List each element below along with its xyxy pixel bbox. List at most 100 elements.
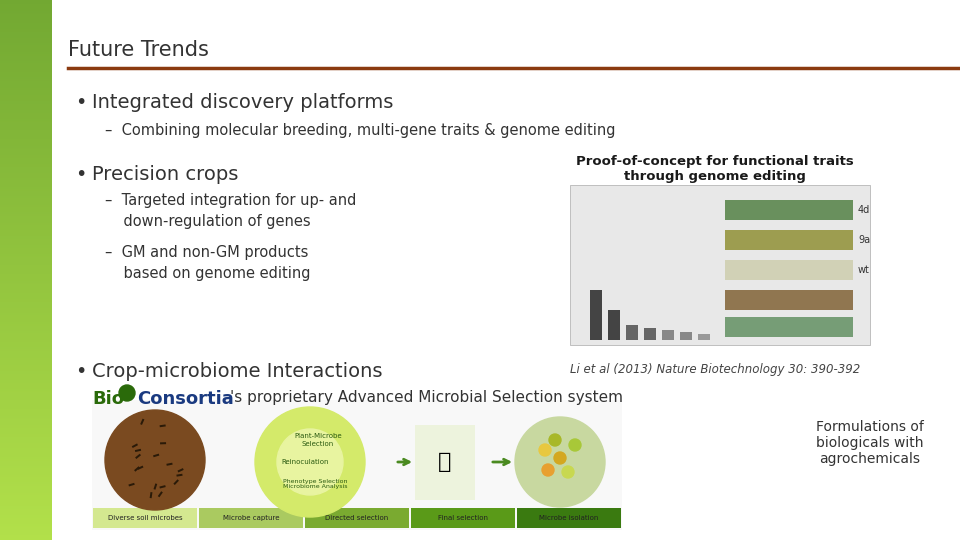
Bar xyxy=(0,344,52,346)
Bar xyxy=(0,180,52,182)
Bar xyxy=(0,313,52,315)
Bar xyxy=(0,184,52,185)
Bar xyxy=(0,488,52,490)
Bar xyxy=(0,209,52,211)
Bar xyxy=(0,258,52,259)
Bar xyxy=(0,412,52,414)
Bar xyxy=(93,508,197,528)
Bar xyxy=(0,509,52,511)
Bar xyxy=(134,449,141,452)
Bar xyxy=(0,358,52,360)
Bar xyxy=(0,355,52,356)
Bar xyxy=(0,497,52,498)
Bar xyxy=(0,367,52,369)
Bar xyxy=(0,373,52,374)
Bar xyxy=(0,501,52,502)
Bar xyxy=(0,315,52,317)
Bar xyxy=(0,504,52,506)
Bar xyxy=(0,383,52,385)
Bar xyxy=(0,150,52,151)
Bar xyxy=(0,223,52,225)
Bar xyxy=(0,515,52,517)
Bar xyxy=(0,441,52,443)
Bar xyxy=(0,479,52,481)
Bar xyxy=(0,171,52,173)
Bar xyxy=(305,508,409,528)
Bar xyxy=(0,342,52,344)
Text: 's proprietary Advanced Microbial Selection system: 's proprietary Advanced Microbial Select… xyxy=(230,390,623,405)
Bar xyxy=(0,247,52,248)
Bar xyxy=(0,252,52,254)
Bar xyxy=(0,34,52,36)
Bar xyxy=(0,4,52,5)
Bar xyxy=(0,147,52,150)
Bar xyxy=(0,335,52,336)
Text: Integrated discovery platforms: Integrated discovery platforms xyxy=(92,93,394,112)
Bar xyxy=(415,425,475,500)
Bar xyxy=(0,198,52,200)
Bar xyxy=(0,425,52,427)
Bar xyxy=(0,166,52,167)
Text: •: • xyxy=(75,93,86,112)
Bar xyxy=(0,90,52,92)
Bar xyxy=(0,20,52,22)
Bar xyxy=(0,212,52,214)
Bar xyxy=(0,232,52,234)
Bar xyxy=(0,128,52,130)
Circle shape xyxy=(539,444,551,456)
Bar xyxy=(0,70,52,72)
Bar xyxy=(0,58,52,59)
Bar xyxy=(0,326,52,328)
Bar xyxy=(0,0,52,2)
Bar xyxy=(0,524,52,525)
Bar xyxy=(0,290,52,292)
Bar xyxy=(0,481,52,482)
Bar xyxy=(0,22,52,23)
Bar xyxy=(0,88,52,90)
Bar xyxy=(0,5,52,7)
Bar xyxy=(0,369,52,371)
Circle shape xyxy=(255,407,365,517)
Bar xyxy=(0,261,52,263)
Bar xyxy=(0,363,52,366)
Bar xyxy=(411,508,515,528)
Bar xyxy=(0,63,52,65)
Bar xyxy=(680,332,692,340)
Bar xyxy=(725,230,853,250)
Bar xyxy=(0,376,52,378)
Bar xyxy=(0,220,52,221)
Bar xyxy=(0,18,52,20)
Bar xyxy=(0,349,52,351)
Bar xyxy=(0,135,52,137)
Text: 9a: 9a xyxy=(858,235,870,245)
Circle shape xyxy=(515,417,605,507)
Bar xyxy=(0,177,52,178)
Text: Formulations of
biologicals with
agrochemicals: Formulations of biologicals with agroche… xyxy=(816,420,924,467)
Bar xyxy=(0,29,52,31)
Bar xyxy=(0,39,52,42)
Bar xyxy=(199,508,303,528)
Bar xyxy=(177,474,182,477)
Bar xyxy=(0,158,52,160)
Bar xyxy=(0,511,52,513)
Bar xyxy=(0,498,52,501)
Bar xyxy=(0,385,52,387)
Bar xyxy=(0,115,52,117)
Bar xyxy=(0,72,52,74)
Bar xyxy=(570,185,870,345)
Bar xyxy=(0,470,52,471)
Bar xyxy=(0,187,52,189)
Bar xyxy=(135,454,141,459)
Text: 4d: 4d xyxy=(858,205,871,215)
Bar xyxy=(0,339,52,340)
Bar xyxy=(0,437,52,439)
Bar xyxy=(0,520,52,522)
Text: through genome editing: through genome editing xyxy=(624,170,806,183)
Bar xyxy=(0,536,52,538)
Bar xyxy=(0,329,52,331)
Bar xyxy=(0,96,52,97)
Bar xyxy=(0,432,52,434)
Bar xyxy=(0,92,52,93)
Bar xyxy=(0,409,52,410)
Bar xyxy=(0,477,52,479)
